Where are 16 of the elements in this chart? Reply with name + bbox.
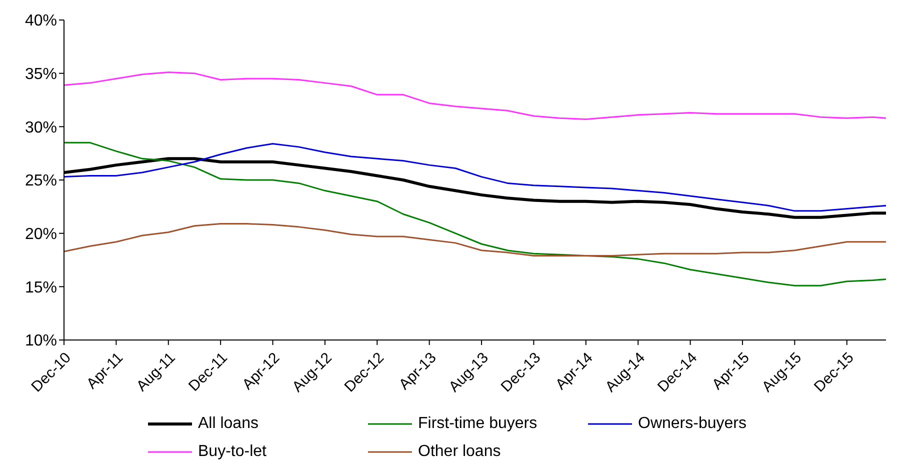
legend-label: Other loans (418, 443, 501, 461)
y-tick-label: 35% (24, 66, 57, 84)
legend-label: First-time buyers (418, 415, 538, 433)
y-tick-label: 40% (24, 12, 57, 30)
y-tick-label: 20% (24, 226, 57, 244)
y-tick-label: 30% (24, 119, 57, 136)
legend-label: All loans (198, 415, 258, 433)
legend-label: Buy-to-let (198, 443, 266, 461)
y-tick-label: 15% (24, 279, 57, 296)
y-tick-label: 25% (24, 172, 57, 190)
y-tick-label: 10% (24, 332, 57, 350)
legend-label: Owners-buyers (638, 415, 746, 433)
line-series (64, 142, 886, 286)
line-series (64, 142, 886, 212)
line-series (64, 72, 886, 120)
line-series (64, 222, 886, 256)
